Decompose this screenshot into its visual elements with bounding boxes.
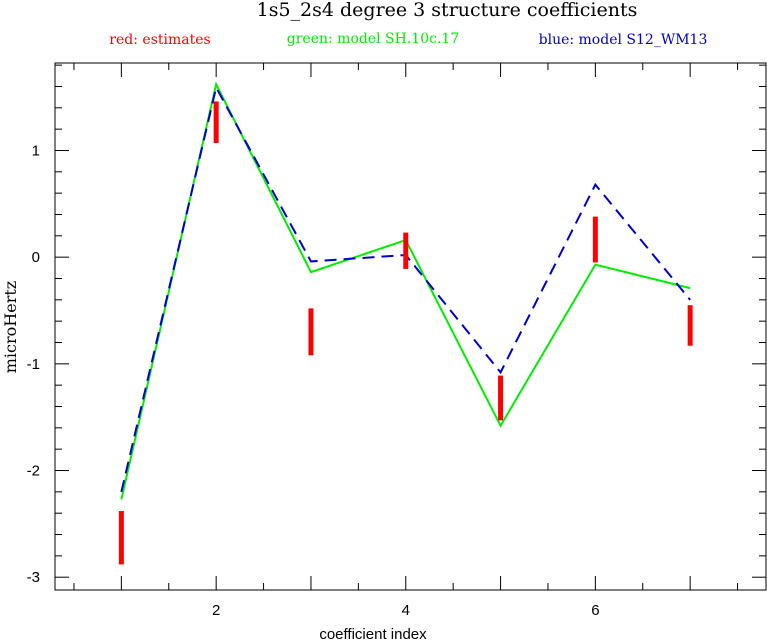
legend-estimates: red: estimates: [109, 32, 210, 48]
y-tick-label: -3: [27, 569, 40, 586]
legend-blue-model: blue: model S12_WM13: [539, 32, 708, 48]
series-line-blue-model: [120, 84, 691, 493]
estimate-bar: [118, 511, 124, 565]
y-axis-label: microHertz: [1, 281, 20, 373]
x-axis-label: coefficient index: [319, 626, 427, 641]
estimate-bar: [213, 101, 219, 144]
estimate-bar: [687, 305, 693, 346]
y-tick-label: -1: [27, 356, 40, 373]
estimate-bar: [308, 308, 314, 356]
series-lines: [120, 81, 691, 500]
x-tick-label: 2: [212, 602, 220, 619]
y-tick-label: 0: [32, 249, 40, 266]
legend-green-model: green: model SH.10c.17: [287, 31, 459, 47]
estimate-bar: [592, 216, 598, 263]
tick-labels: 2 4 6 -3 -2 -1 0 1: [27, 142, 600, 619]
chart-title: 1s5_2s4 degree 3 structure coefficients: [257, 0, 638, 21]
y-tick-label: 1: [32, 142, 40, 159]
y-tick-label: -2: [27, 463, 40, 480]
series-line-green-model: [120, 81, 691, 500]
axis-ticks: [55, 63, 766, 590]
estimate-bar: [498, 375, 504, 421]
estimate-bars: [118, 101, 693, 565]
plot-frame: [54, 62, 767, 591]
estimate-bar: [403, 232, 409, 269]
x-tick-label: 6: [591, 602, 599, 619]
x-tick-label: 4: [402, 602, 410, 619]
